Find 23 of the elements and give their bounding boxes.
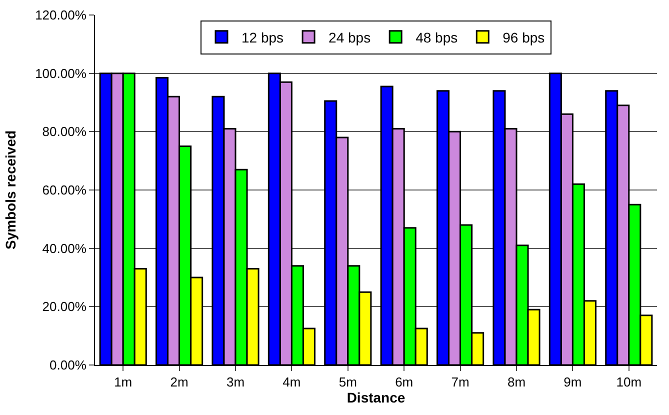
legend-label: 96 bps [502,29,545,46]
x-tick-label: 7m [451,374,470,390]
x-tick-label: 2m [170,374,188,390]
legend-label: 24 bps [328,29,371,46]
x-tick-label: 1m [114,374,132,390]
y-tick-label: 40.00% [42,240,87,256]
x-tick-label: 9m [564,374,582,390]
x-tick-label: 5m [338,374,357,390]
legend-label: 48 bps [416,29,458,46]
x-axis-title: Distance [346,390,406,406]
x-tick-label: 10m [616,374,642,390]
y-tick-label: 80.00% [42,124,87,140]
x-tick-label: 8m [507,374,526,390]
y-axis-title: Symbols received [2,130,19,250]
y-tick-label: 100.00% [35,66,87,81]
y-tick-label: 60.00% [42,182,87,198]
x-tick-label: 3m [226,374,245,390]
x-tick-label: 6m [395,374,414,390]
y-tick-label: 120.00% [35,8,87,23]
legend-label: 12 bps [242,29,284,46]
y-tick-label: 20.00% [42,299,87,314]
x-tick-label: 4m [282,374,301,390]
y-tick-label: 0.00% [50,358,87,373]
